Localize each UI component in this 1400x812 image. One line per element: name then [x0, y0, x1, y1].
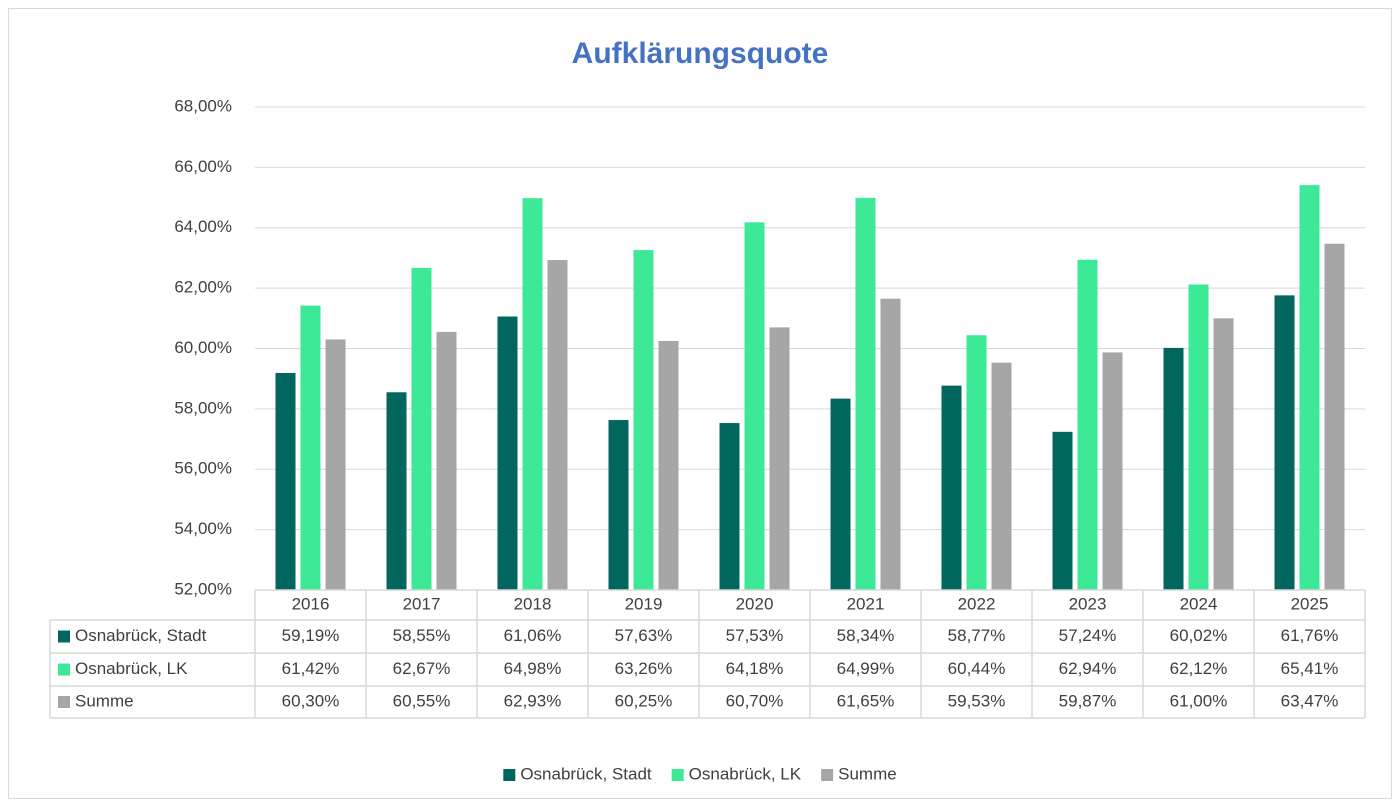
x-tick-label: 2022 [958, 594, 996, 613]
data-label: 61,42% [282, 659, 340, 678]
y-tick-label: 56,00% [174, 459, 232, 478]
bar [830, 398, 851, 590]
x-tick-label: 2019 [625, 594, 663, 613]
bar [991, 362, 1012, 590]
legend-key [821, 769, 834, 781]
x-tick-label: 2023 [1069, 594, 1107, 613]
data-label: 62,93% [504, 691, 562, 710]
table-legend-key [58, 663, 70, 676]
data-label: 63,26% [615, 659, 673, 678]
bar [855, 197, 876, 590]
data-label: 64,99% [837, 659, 895, 678]
data-label: 60,55% [393, 691, 451, 710]
x-tick-label: 2018 [514, 594, 552, 613]
data-label: 65,41% [1281, 659, 1339, 678]
data-label: 62,12% [1170, 659, 1228, 678]
bar [658, 340, 679, 590]
table-legend-key [58, 696, 70, 708]
table-row-label: Osnabrück, LK [75, 659, 188, 678]
data-label: 61,06% [504, 626, 562, 645]
data-label: 58,55% [393, 626, 451, 645]
data-label: 62,67% [393, 659, 451, 678]
bar [1163, 347, 1184, 590]
data-label: 60,30% [282, 691, 340, 710]
bar [966, 335, 987, 590]
legend-key [503, 769, 516, 781]
bar [1299, 185, 1320, 591]
bar [436, 331, 457, 590]
table-legend-key [58, 630, 70, 643]
bar [608, 420, 629, 590]
data-label: 63,47% [1281, 691, 1339, 710]
legend-key [671, 769, 684, 781]
y-tick-label: 68,00% [174, 96, 232, 115]
y-tick-label: 52,00% [174, 579, 232, 598]
bar [300, 305, 321, 590]
bar [941, 385, 962, 590]
data-label: 61,76% [1281, 626, 1339, 645]
data-label: 60,44% [948, 659, 1006, 678]
y-tick-label: 66,00% [174, 157, 232, 176]
data-label: 59,19% [282, 626, 340, 645]
bar [633, 250, 654, 590]
data-label: 64,18% [726, 659, 784, 678]
bar [325, 339, 346, 590]
x-tick-label: 2017 [403, 594, 441, 613]
bar [769, 327, 790, 590]
data-label: 61,65% [837, 691, 895, 710]
data-label: 57,24% [1059, 626, 1117, 645]
legend-label: Summe [838, 764, 897, 783]
bar [1274, 295, 1295, 590]
bar [1102, 352, 1123, 590]
table-row-label: Summe [75, 691, 134, 710]
data-label: 60,70% [726, 691, 784, 710]
data-label: 58,77% [948, 626, 1006, 645]
bar [880, 298, 901, 590]
x-tick-label: 2016 [292, 594, 330, 613]
data-label: 57,53% [726, 626, 784, 645]
bar [744, 222, 765, 590]
x-tick-label: 2025 [1291, 594, 1329, 613]
chart-border [8, 8, 1392, 799]
bar [411, 267, 432, 590]
data-label: 57,63% [615, 626, 673, 645]
data-label: 64,98% [504, 659, 562, 678]
y-tick-label: 58,00% [174, 398, 232, 417]
data-label: 62,94% [1059, 659, 1117, 678]
chart-title: Aufklärungsquote [572, 37, 829, 70]
legend-label: Osnabrück, Stadt [520, 764, 652, 783]
bar [547, 260, 568, 590]
bar [1324, 243, 1345, 590]
bar [1213, 318, 1234, 590]
legend-label: Osnabrück, LK [689, 764, 802, 783]
x-tick-label: 2024 [1180, 594, 1218, 613]
bar [275, 372, 296, 590]
data-label: 61,00% [1170, 691, 1228, 710]
x-tick-label: 2020 [736, 594, 774, 613]
x-tick-label: 2021 [847, 594, 885, 613]
bar [1077, 259, 1098, 590]
bar [1188, 284, 1209, 590]
y-tick-label: 64,00% [174, 217, 232, 236]
bar [497, 316, 518, 590]
y-tick-label: 62,00% [174, 278, 232, 297]
y-tick-label: 60,00% [174, 338, 232, 357]
data-label: 59,87% [1059, 691, 1117, 710]
data-label: 60,25% [615, 691, 673, 710]
table-row-label: Osnabrück, Stadt [75, 626, 207, 645]
data-label: 58,34% [837, 626, 895, 645]
y-tick-label: 54,00% [174, 519, 232, 538]
data-label: 60,02% [1170, 626, 1228, 645]
bar [522, 198, 543, 590]
data-label: 59,53% [948, 691, 1006, 710]
bar [386, 392, 407, 590]
bar [1052, 431, 1073, 590]
bar [719, 423, 740, 590]
